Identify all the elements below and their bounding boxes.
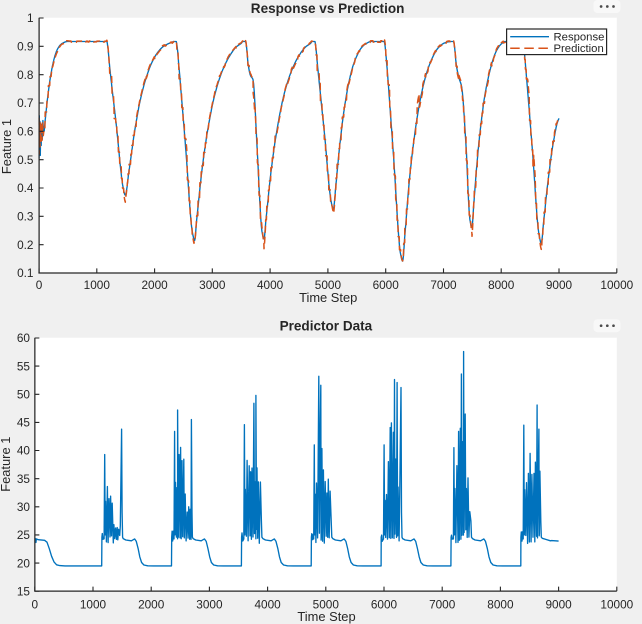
svg-text:0.9: 0.9	[17, 40, 33, 54]
svg-text:9000: 9000	[545, 597, 572, 611]
svg-text:0.5: 0.5	[17, 153, 34, 167]
svg-text:Prediction: Prediction	[554, 43, 604, 55]
svg-text:0: 0	[32, 597, 39, 611]
svg-text:5000: 5000	[313, 597, 340, 611]
svg-text:0.3: 0.3	[17, 210, 34, 224]
svg-text:5000: 5000	[315, 278, 342, 292]
svg-text:0.1: 0.1	[17, 266, 33, 280]
svg-text:50: 50	[17, 388, 31, 402]
svg-text:3000: 3000	[196, 597, 223, 611]
svg-text:4000: 4000	[257, 278, 284, 292]
svg-text:35: 35	[17, 472, 31, 486]
svg-text:1: 1	[27, 11, 34, 25]
svg-text:7000: 7000	[430, 278, 457, 292]
svg-text:0.6: 0.6	[17, 125, 34, 139]
svg-text:3000: 3000	[199, 278, 226, 292]
svg-text:8000: 8000	[488, 278, 515, 292]
svg-text:Response: Response	[554, 32, 605, 44]
svg-text:40: 40	[17, 444, 31, 458]
svg-text:7000: 7000	[429, 597, 456, 611]
svg-text:6000: 6000	[373, 278, 400, 292]
svg-text:55: 55	[17, 359, 31, 373]
svg-text:0.4: 0.4	[17, 181, 34, 195]
svg-text:1000: 1000	[80, 597, 107, 611]
svg-text:0.2: 0.2	[17, 238, 33, 252]
svg-text:2000: 2000	[138, 597, 165, 611]
svg-text:Feature 1: Feature 1	[0, 437, 13, 492]
svg-text:8000: 8000	[487, 597, 514, 611]
svg-text:6000: 6000	[371, 597, 398, 611]
svg-text:Response vs Prediction: Response vs Prediction	[251, 1, 405, 16]
svg-text:1000: 1000	[84, 278, 111, 292]
svg-text:4000: 4000	[254, 597, 281, 611]
svg-text:0.7: 0.7	[17, 96, 33, 110]
svg-text:45: 45	[17, 416, 31, 430]
svg-text:10000: 10000	[600, 278, 633, 292]
svg-text:9000: 9000	[546, 278, 573, 292]
svg-text:Time Step: Time Step	[299, 290, 357, 305]
svg-text:15: 15	[17, 584, 31, 598]
svg-text:25: 25	[17, 528, 31, 542]
svg-text:Time Step: Time Step	[297, 609, 355, 624]
svg-text:Feature 1: Feature 1	[0, 119, 14, 174]
svg-text:0.8: 0.8	[17, 68, 34, 82]
svg-text:20: 20	[17, 556, 31, 570]
svg-text:2000: 2000	[141, 278, 168, 292]
svg-text:30: 30	[17, 500, 31, 514]
svg-text:60: 60	[17, 331, 31, 345]
svg-text:0: 0	[36, 278, 43, 292]
svg-text:10000: 10000	[600, 597, 633, 611]
svg-text:Predictor Data: Predictor Data	[280, 319, 373, 334]
